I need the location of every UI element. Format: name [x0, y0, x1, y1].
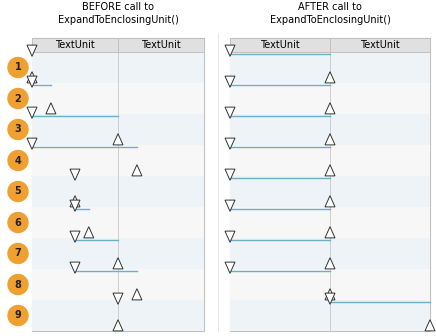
- Bar: [230, 52, 430, 83]
- Text: 1: 1: [15, 62, 21, 73]
- Bar: [230, 269, 430, 300]
- Polygon shape: [325, 72, 335, 83]
- Polygon shape: [46, 103, 56, 114]
- Polygon shape: [325, 293, 335, 304]
- Polygon shape: [84, 227, 94, 238]
- Text: 8: 8: [14, 280, 21, 290]
- Bar: [32, 52, 204, 83]
- Bar: [32, 269, 204, 300]
- Text: 9: 9: [15, 310, 21, 321]
- Bar: [32, 176, 204, 207]
- Polygon shape: [325, 227, 335, 238]
- Bar: [230, 38, 430, 331]
- Bar: [230, 114, 430, 145]
- Text: 5: 5: [15, 186, 21, 197]
- Polygon shape: [325, 258, 335, 269]
- Circle shape: [8, 120, 28, 139]
- Text: 4: 4: [15, 156, 21, 166]
- Polygon shape: [225, 45, 235, 56]
- Text: BEFORE call to
ExpandToEnclosingUnit(): BEFORE call to ExpandToEnclosingUnit(): [58, 2, 178, 25]
- Bar: [32, 38, 118, 52]
- Polygon shape: [325, 103, 335, 114]
- Bar: [32, 238, 204, 269]
- Circle shape: [8, 151, 28, 170]
- Polygon shape: [27, 72, 37, 83]
- Bar: [32, 300, 204, 331]
- Polygon shape: [27, 45, 37, 56]
- Text: AFTER call to
ExpandToEnclosingUnit(): AFTER call to ExpandToEnclosingUnit(): [269, 2, 390, 25]
- Polygon shape: [113, 258, 123, 269]
- Text: TextUnit: TextUnit: [360, 40, 400, 50]
- Bar: [32, 38, 204, 331]
- Polygon shape: [132, 289, 142, 300]
- Polygon shape: [132, 165, 142, 176]
- Bar: [230, 300, 430, 331]
- Polygon shape: [113, 320, 123, 331]
- Text: TextUnit: TextUnit: [55, 40, 95, 50]
- Bar: [230, 145, 430, 176]
- Polygon shape: [113, 134, 123, 145]
- Polygon shape: [27, 138, 37, 149]
- Text: 3: 3: [15, 125, 21, 134]
- Polygon shape: [70, 169, 80, 180]
- Text: TextUnit: TextUnit: [141, 40, 181, 50]
- Polygon shape: [325, 134, 335, 145]
- Text: 7: 7: [15, 249, 21, 258]
- Polygon shape: [225, 138, 235, 149]
- Polygon shape: [27, 107, 37, 118]
- Polygon shape: [325, 196, 335, 207]
- Polygon shape: [225, 262, 235, 273]
- Bar: [230, 38, 330, 52]
- Bar: [230, 207, 430, 238]
- Circle shape: [8, 57, 28, 78]
- Bar: [330, 38, 430, 52]
- Polygon shape: [70, 200, 80, 211]
- Polygon shape: [70, 262, 80, 273]
- Polygon shape: [70, 196, 80, 207]
- Text: TextUnit: TextUnit: [260, 40, 300, 50]
- Polygon shape: [113, 293, 123, 304]
- Circle shape: [8, 305, 28, 326]
- Bar: [32, 207, 204, 238]
- Bar: [32, 83, 204, 114]
- Bar: [32, 145, 204, 176]
- Circle shape: [8, 212, 28, 233]
- Polygon shape: [425, 320, 435, 331]
- Polygon shape: [225, 107, 235, 118]
- Text: 6: 6: [15, 217, 21, 227]
- Polygon shape: [225, 200, 235, 211]
- Polygon shape: [225, 169, 235, 180]
- Bar: [230, 176, 430, 207]
- Polygon shape: [225, 231, 235, 242]
- Polygon shape: [225, 76, 235, 87]
- Bar: [32, 114, 204, 145]
- Polygon shape: [70, 231, 80, 242]
- Polygon shape: [325, 165, 335, 176]
- Circle shape: [8, 88, 28, 109]
- Text: 2: 2: [15, 93, 21, 103]
- Circle shape: [8, 244, 28, 263]
- Bar: [230, 83, 430, 114]
- Bar: [230, 238, 430, 269]
- Circle shape: [8, 275, 28, 294]
- Circle shape: [8, 181, 28, 202]
- Bar: [118, 38, 204, 52]
- Polygon shape: [325, 289, 335, 300]
- Polygon shape: [27, 76, 37, 87]
